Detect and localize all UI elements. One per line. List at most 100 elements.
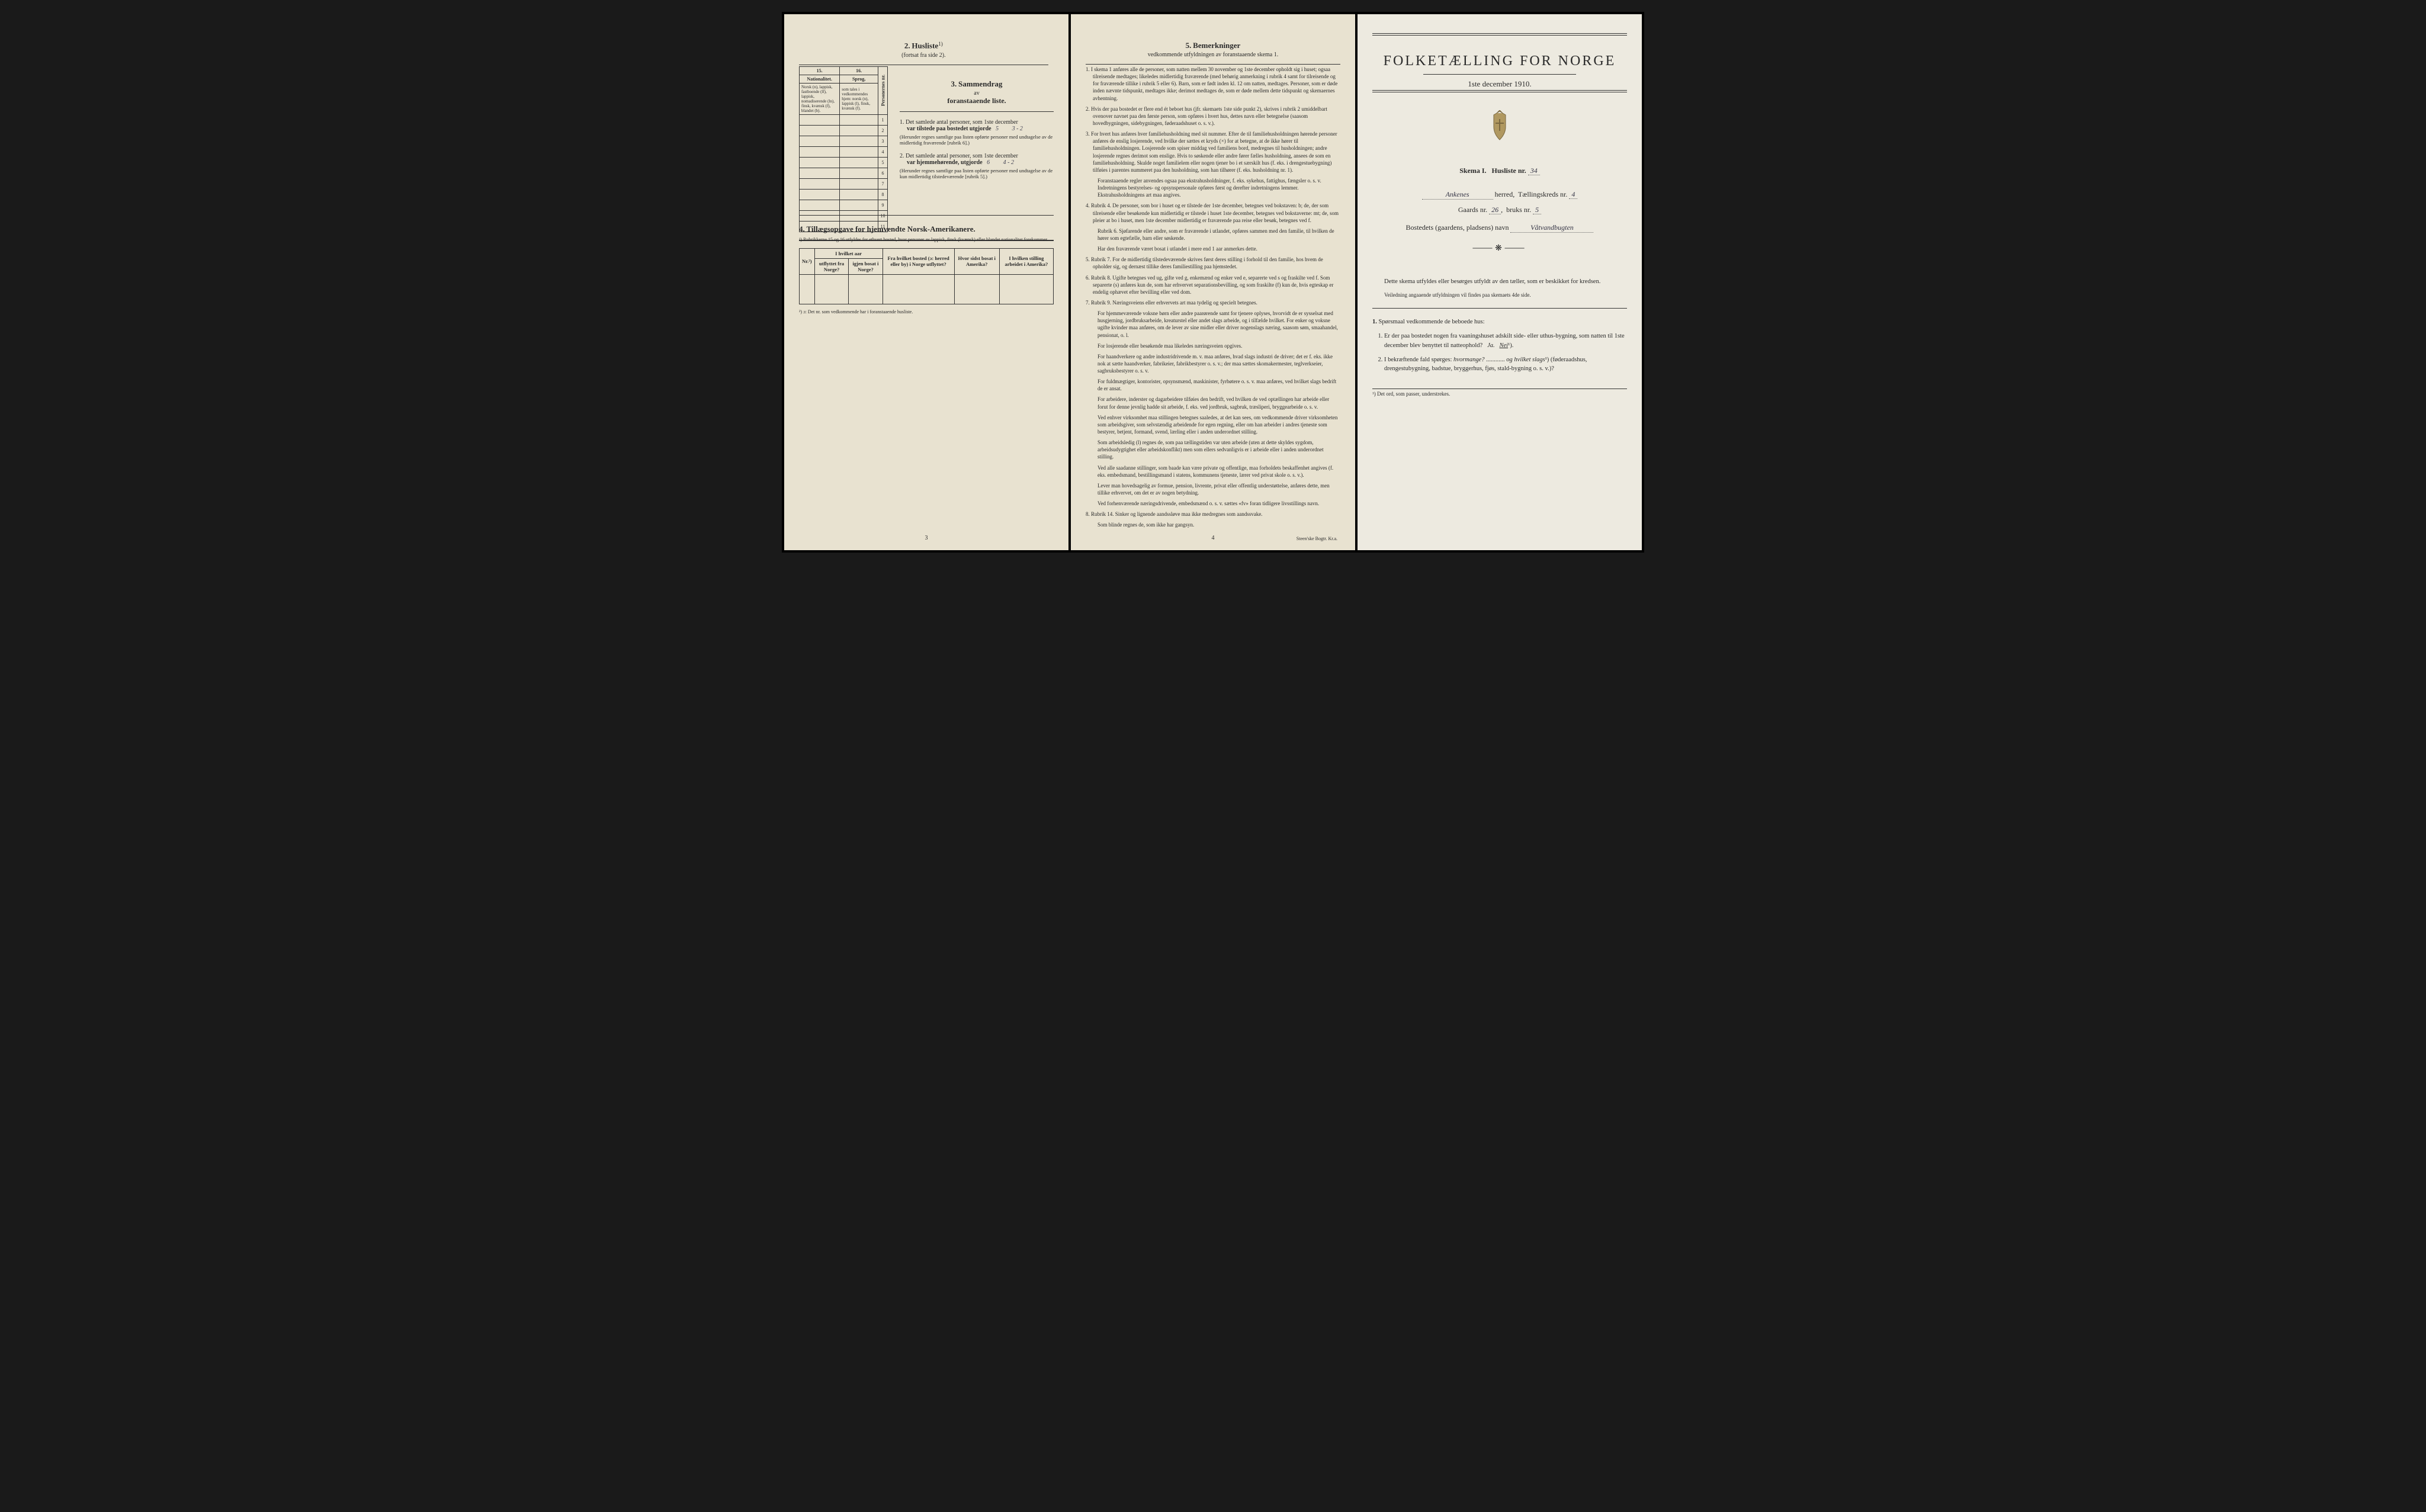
main-title: FOLKETÆLLING FOR NORGE bbox=[1372, 53, 1627, 69]
remark-item: 4. Rubrik 4. De personer, som bor i huse… bbox=[1086, 202, 1340, 223]
section3-title: Sammendrag bbox=[958, 79, 1002, 88]
kreds-val: 4 bbox=[1569, 190, 1577, 199]
remark-item: For hjemmeværende voksne børn eller andr… bbox=[1086, 310, 1340, 339]
item1-text: Det samlede antal personer, som 1ste dec… bbox=[906, 119, 1018, 126]
bosted-label: Bostedets (gaardens, pladsens) navn bbox=[1406, 223, 1509, 232]
page-middle: 5. Bemerkninger vedkommende utfyldningen… bbox=[1071, 14, 1355, 550]
section3-num: 3. bbox=[951, 79, 957, 88]
section5-title: Bemerkninger bbox=[1193, 41, 1240, 50]
skema-label: Skema I. bbox=[1459, 166, 1486, 175]
remark-item: For losjerende eller besøkende maa likel… bbox=[1086, 342, 1340, 349]
remark-item: For arbeidere, inderster og dagarbeidere… bbox=[1086, 396, 1340, 410]
intro1: Dette skema utfyldes eller besørges utfy… bbox=[1372, 277, 1627, 287]
remark-item: For fuldmægtiger, kontorister, opsynsmæn… bbox=[1086, 378, 1340, 392]
s4-col1: I hvilket aar bbox=[814, 248, 883, 258]
item1-val2: 3 - 2 bbox=[1012, 126, 1023, 132]
remark-item: 5. Rubrik 7. For de midlertidig tilstede… bbox=[1086, 256, 1340, 270]
item2-val1: 6 bbox=[987, 159, 990, 166]
item1-val1: 5 bbox=[996, 126, 999, 132]
head-nat: Nationalitet. bbox=[800, 75, 840, 83]
item2-val2: 4 - 2 bbox=[1003, 159, 1014, 166]
table-row: 8 bbox=[800, 189, 888, 200]
table-row: 7 bbox=[800, 178, 888, 189]
remark-item: Som arbeidsledig (l) regnes de, som paa … bbox=[1086, 439, 1340, 460]
bruks-label: bruks nr. bbox=[1506, 206, 1531, 214]
item2-line: var hjemmehørende, utgjorde bbox=[907, 159, 983, 166]
crest-icon bbox=[1372, 110, 1627, 149]
section4-num: 4. bbox=[799, 224, 805, 233]
husliste-val: 34 bbox=[1528, 166, 1540, 175]
section4-title: Tillægsopgave for hjemvendte Norsk-Ameri… bbox=[807, 224, 975, 233]
s4-col2: Fra hvilket bosted (ɔ: herred eller by) … bbox=[883, 248, 954, 274]
table-row: 10 bbox=[800, 210, 888, 221]
remark-item: 3. For hvert hus anføres hver familiehus… bbox=[1086, 130, 1340, 174]
right-body: Dette skema utfyldes eller besørges utfy… bbox=[1372, 277, 1627, 399]
page-num-left: 3 bbox=[925, 535, 928, 541]
table-row: 9 bbox=[800, 200, 888, 210]
intro2: Veiledning angaaende utfyldningen vil fi… bbox=[1372, 291, 1627, 300]
husliste-label: Husliste nr. bbox=[1492, 166, 1526, 175]
section5-subtitle: vedkommende utfyldningen av foranstaaend… bbox=[1086, 52, 1340, 58]
question-1: Er der paa bostedet nogen fra vaaningshu… bbox=[1384, 332, 1627, 351]
section2-table: 15. 16. Personernes nr. Nationalitet. Sp… bbox=[799, 66, 888, 232]
table-row: 4 bbox=[800, 146, 888, 157]
q2-sup: ¹) bbox=[1545, 357, 1549, 363]
document-container: 2. Husliste1) (fortsat fra side 2). 15. … bbox=[782, 12, 1644, 553]
remark-item: For haandverkere og andre industridriven… bbox=[1086, 353, 1340, 374]
col16-num: 16. bbox=[840, 66, 878, 75]
remark-item: Har den fraværende været bosat i utlande… bbox=[1086, 245, 1340, 252]
q-header: Spørsmaal vedkommende de beboede hus: bbox=[1379, 319, 1485, 325]
remark-item: Ved forhenværende næringsdrivende, embed… bbox=[1086, 500, 1340, 507]
section2-subtitle: (fortsat fra side 2). bbox=[799, 52, 1048, 59]
remarks-list: 1. I skema 1 anføres alle de personer, s… bbox=[1086, 66, 1340, 529]
s4-col3: Hvor sidst bosat i Amerika? bbox=[954, 248, 999, 274]
table-row: 2 bbox=[800, 125, 888, 136]
side-label: Personernes nr. bbox=[878, 66, 888, 114]
section4-footnote: ²) ɔ: Det nr. som vedkommende har i fora… bbox=[799, 309, 1054, 314]
gaards-label: Gaards nr. bbox=[1458, 206, 1487, 214]
s4-col0: Nr.²) bbox=[800, 248, 815, 274]
page-num-middle: 4 bbox=[1212, 535, 1215, 541]
q-header-num: 1. bbox=[1372, 319, 1377, 325]
remark-item: 2. Hvis der paa bostedet er flere end ét… bbox=[1086, 105, 1340, 127]
head-sprog: Sprog, bbox=[840, 75, 878, 83]
remark-item: 1. I skema 1 anføres alle de personer, s… bbox=[1086, 66, 1340, 102]
remark-item: Ved enhver virksomhet maa stillingen bet… bbox=[1086, 414, 1340, 435]
page-right: FOLKETÆLLING FOR NORGE 1ste december 191… bbox=[1358, 14, 1642, 550]
remark-item: Foranstaaende regler anvendes ogsaa paa … bbox=[1086, 177, 1340, 198]
remark-item: 8. Rubrik 14. Sinker og lignende aandssl… bbox=[1086, 511, 1340, 518]
section2-title: Husliste bbox=[912, 41, 938, 50]
remark-item: 6. Rubrik 8. Ugifte betegnes ved ug, gif… bbox=[1086, 274, 1340, 296]
section2-num: 2. bbox=[904, 41, 910, 50]
printer-mark: Steen'ske Bogtr. Kr.a. bbox=[1297, 536, 1337, 541]
divider-ornament: ⸻❋⸻ bbox=[1372, 242, 1627, 253]
remark-item: Ved alle saadanne stillinger, som baade … bbox=[1086, 464, 1340, 479]
item1-num: 1. bbox=[900, 119, 904, 126]
question-2: I bekræftende fald spørges: hvormange? .… bbox=[1384, 355, 1627, 374]
cell16-text: som tales i vedkommendes hjem: norsk (n)… bbox=[840, 83, 878, 114]
cell15-text: Norsk (n), lappisk, fastboende (lf), lap… bbox=[800, 83, 840, 114]
item2-num: 2. bbox=[900, 153, 904, 159]
bruks-val: 5 bbox=[1533, 206, 1541, 214]
q1-sup: ¹). bbox=[1508, 342, 1513, 349]
table-row: 3 bbox=[800, 136, 888, 146]
herred-label: herred, bbox=[1495, 190, 1515, 198]
kreds-label: Tællingskreds nr. bbox=[1518, 190, 1567, 198]
q2c: og hvilket slags bbox=[1506, 357, 1545, 363]
s4-col4: I hvilken stilling arbeidet i Amerika? bbox=[999, 248, 1053, 274]
section5-num: 5. bbox=[1186, 41, 1192, 50]
remark-item: Rubrik 6. Sjøfarende eller andre, som er… bbox=[1086, 227, 1340, 242]
q1-ja: Ja. bbox=[1487, 342, 1495, 349]
title-date: 1ste december 1910. bbox=[1372, 79, 1627, 89]
q1-nei: Nei bbox=[1500, 342, 1509, 349]
table-row: 6 bbox=[800, 168, 888, 178]
s4-sub0: utflyttet fra Norge? bbox=[814, 258, 849, 274]
table-row: 5 bbox=[800, 157, 888, 168]
item2-text: Det samlede antal personer, som 1ste dec… bbox=[906, 153, 1018, 159]
section4-table: Nr.²) I hvilket aar Fra hvilket bosted (… bbox=[799, 248, 1054, 304]
right-footnote: ¹) Det ord, som passer, understrekes. bbox=[1372, 390, 1627, 399]
bosted-val: Våtvandbugten bbox=[1510, 223, 1593, 233]
remark-item: Lever man hovedsagelig av formue, pensio… bbox=[1086, 482, 1340, 496]
q2b: hvormange? bbox=[1453, 357, 1485, 363]
herred-val: Ankenes bbox=[1422, 190, 1493, 200]
